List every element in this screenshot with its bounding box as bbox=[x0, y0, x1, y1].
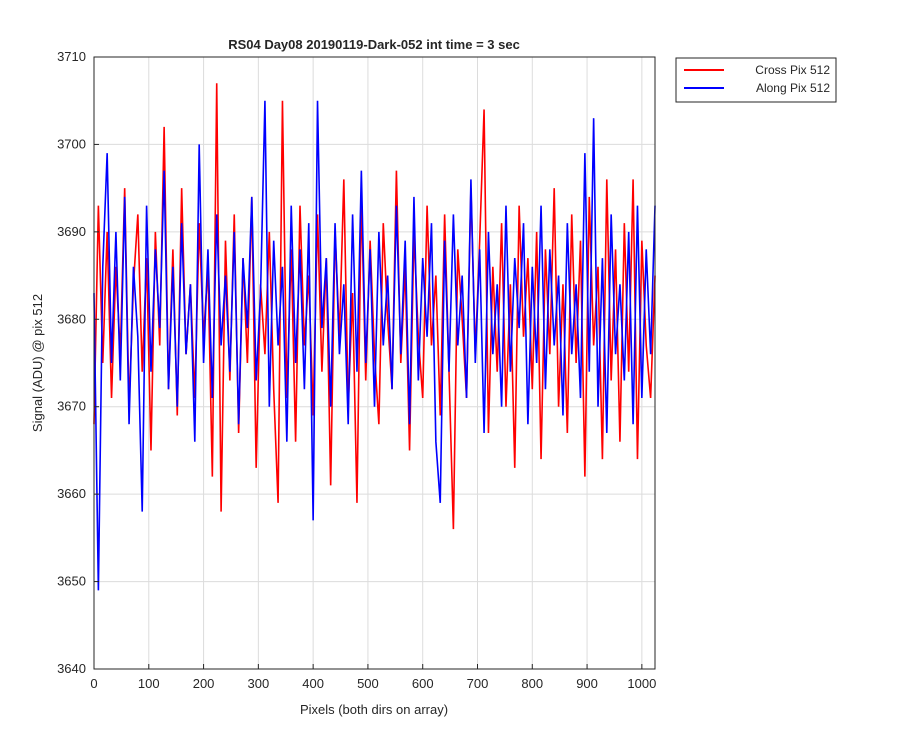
ticks: 3640 3650 3660 3670 3680 3690 3700 3710 0 100 200 3… bbox=[57, 49, 656, 691]
x-tick-label: 400 bbox=[302, 676, 324, 691]
legend-label: Along Pix 512 bbox=[756, 81, 830, 95]
x-tick-label: 900 bbox=[576, 676, 598, 691]
axes-box bbox=[93, 56, 656, 670]
chart-title: RS04 Day08 20190119-Dark-052 int time = … bbox=[228, 37, 520, 52]
y-tick-label: 3650 bbox=[57, 574, 86, 589]
x-tick-label: 200 bbox=[193, 676, 215, 691]
legend: Cross Pix 512 Along Pix 512 bbox=[675, 57, 837, 103]
legend-label: Cross Pix 512 bbox=[755, 63, 830, 77]
x-tick-label: 600 bbox=[412, 676, 434, 691]
x-tick-label: 0 bbox=[90, 676, 97, 691]
x-tick-label: 800 bbox=[521, 676, 543, 691]
y-tick-label: 3680 bbox=[57, 311, 86, 326]
x-tick-label: 500 bbox=[357, 676, 379, 691]
legend-box bbox=[675, 57, 837, 103]
x-axis-label: Pixels (both dirs on array) bbox=[300, 702, 448, 717]
series-line bbox=[93, 100, 656, 591]
y-tick-label: 3690 bbox=[57, 224, 86, 239]
y-tick-label: 3700 bbox=[57, 136, 86, 151]
x-tick-label: 700 bbox=[467, 676, 489, 691]
y-tick-label: 3670 bbox=[57, 399, 86, 414]
y-tick-label: 3640 bbox=[57, 661, 86, 676]
x-tick-label: 100 bbox=[138, 676, 160, 691]
x-tick-label: 1000 bbox=[627, 676, 656, 691]
y-tick-label: 3710 bbox=[57, 49, 86, 64]
y-tick-label: 3660 bbox=[57, 486, 86, 501]
y-axis-label: Signal (ADU) @ pix 512 bbox=[30, 294, 45, 432]
lines bbox=[93, 83, 656, 591]
x-tick-label: 300 bbox=[248, 676, 270, 691]
